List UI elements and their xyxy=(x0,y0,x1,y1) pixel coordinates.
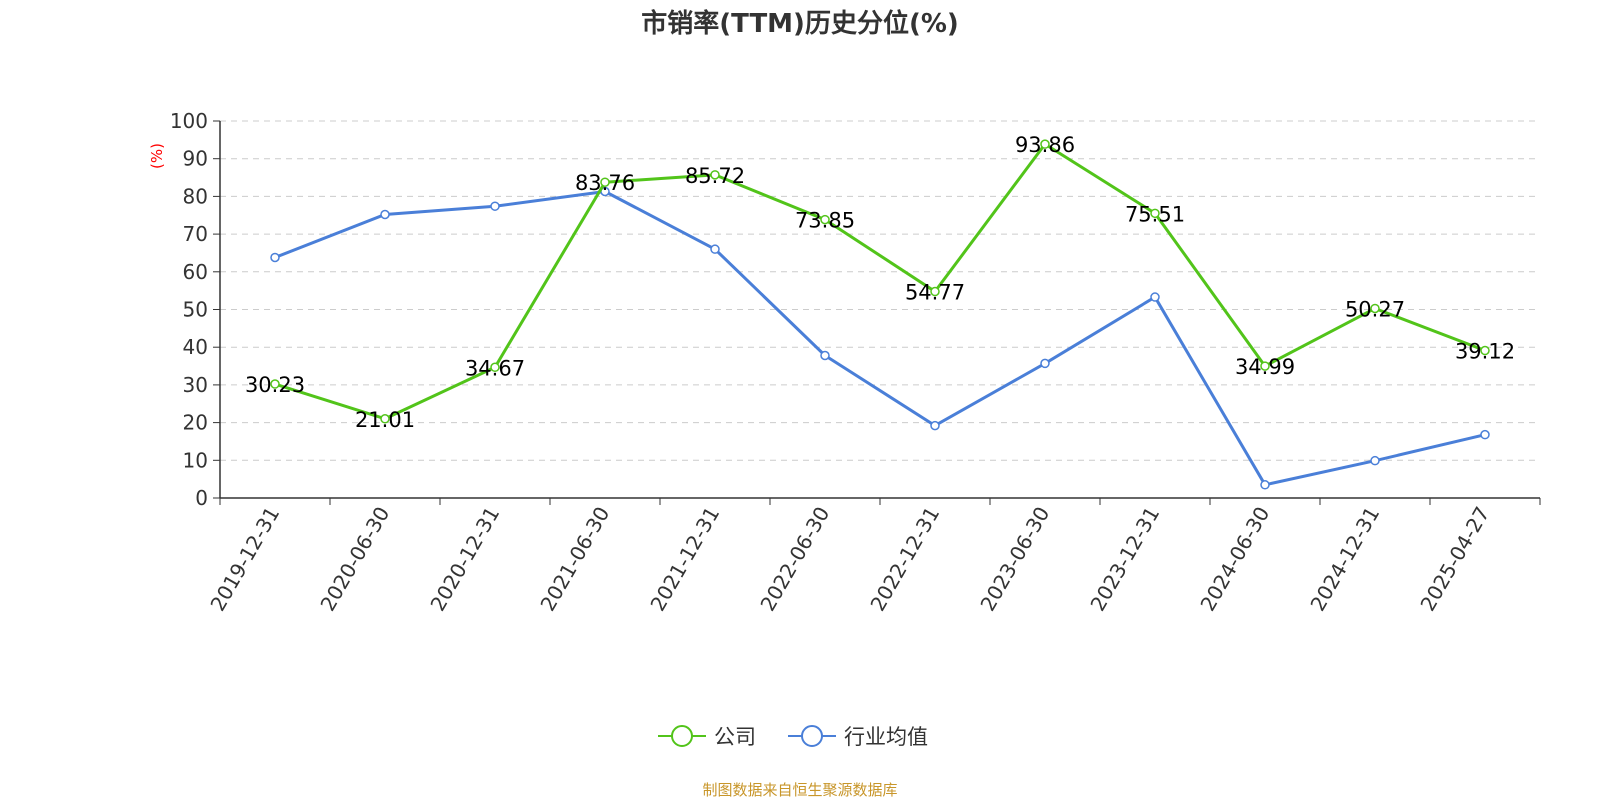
y-tick-label: 0 xyxy=(195,486,208,510)
data-point xyxy=(710,244,720,254)
data-point xyxy=(490,201,500,211)
series-lines xyxy=(270,139,1490,490)
data-point xyxy=(1040,358,1050,369)
x-tick-label: 2021-06-30 xyxy=(535,503,614,616)
data-point xyxy=(1150,292,1160,302)
y-tick-label: 70 xyxy=(183,222,208,246)
x-tick-label: 2022-06-30 xyxy=(755,503,834,616)
data-point xyxy=(1370,303,1380,314)
x-tick-label: 2024-12-31 xyxy=(1305,503,1384,616)
data-label: 30.23 xyxy=(245,373,305,397)
data-point xyxy=(380,414,390,424)
grid-lines xyxy=(220,120,1540,461)
data-label: 34.67 xyxy=(465,356,525,380)
axes: 0 10 20 30 40 50 60 70 80 90 100 2019-12-31 2020-06-… xyxy=(170,109,1541,616)
data-point xyxy=(930,420,940,431)
chart-title: 市销率(TTM)历史分位(%) xyxy=(641,8,959,39)
data-point xyxy=(1260,361,1270,371)
data-label: 93.86 xyxy=(1015,133,1075,157)
data-point xyxy=(1480,429,1490,440)
data-label: 73.85 xyxy=(795,209,855,233)
data-point xyxy=(1150,208,1160,219)
y-tick-label: 80 xyxy=(183,184,208,208)
y-tick-label: 10 xyxy=(183,448,208,472)
x-tick-label: 2019-12-31 xyxy=(205,503,284,616)
data-point xyxy=(1370,455,1380,466)
data-point xyxy=(270,379,280,389)
y-tick-label: 100 xyxy=(170,109,208,133)
x-tick-label: 2024-06-30 xyxy=(1195,503,1274,616)
data-point xyxy=(380,209,390,220)
x-tick-label: 2020-06-30 xyxy=(315,503,394,616)
data-point xyxy=(930,286,940,297)
y-tick-label: 90 xyxy=(183,147,208,171)
x-tick-label: 2023-06-30 xyxy=(975,503,1054,616)
x-tick-label: 2025-04-27 xyxy=(1415,503,1494,616)
x-tick-label: 2021-12-31 xyxy=(645,503,724,616)
data-label: 34.99 xyxy=(1235,355,1295,379)
data-point xyxy=(490,362,500,373)
data-point xyxy=(820,350,830,361)
data-labels: 30.23 21.01 34.67 83.76 85.72 73.85 54.77 93.86… xyxy=(245,133,1515,432)
data-label: 21.01 xyxy=(355,408,415,432)
data-label: 39.12 xyxy=(1455,340,1515,364)
y-tick-label: 50 xyxy=(183,298,208,322)
data-point xyxy=(820,214,830,225)
data-point xyxy=(1040,139,1050,149)
legend-marker xyxy=(671,725,693,747)
legend-label: 公司 xyxy=(714,725,756,749)
y-tick-label: 40 xyxy=(183,335,208,359)
data-label: 50.27 xyxy=(1345,297,1405,321)
data-point xyxy=(600,177,610,187)
data-point xyxy=(270,252,280,263)
y-tick-label: 30 xyxy=(183,373,208,397)
x-tick-label: 2022-12-31 xyxy=(865,503,944,616)
y-tick-label: 20 xyxy=(183,411,208,435)
legend-label: 行业均值 xyxy=(844,725,928,749)
x-tick-label: 2023-12-31 xyxy=(1085,503,1164,616)
series-line-0 xyxy=(274,142,1486,421)
legend: 公司 行业均值 xyxy=(658,725,928,749)
source-note: 制图数据来自恒生聚源数据库 xyxy=(702,781,897,799)
data-label: 83.76 xyxy=(575,171,635,195)
series-line-1 xyxy=(274,189,1486,487)
data-point xyxy=(1480,345,1490,356)
y-tick-label: 60 xyxy=(183,260,208,284)
data-point xyxy=(1260,480,1270,490)
data-label: 54.77 xyxy=(905,281,965,305)
data-point xyxy=(710,170,720,180)
x-tick-label: 2020-12-31 xyxy=(425,503,504,616)
data-label: 85.72 xyxy=(685,164,745,188)
y-axis-unit-label: (%) xyxy=(148,143,166,169)
data-label: 75.51 xyxy=(1125,202,1185,226)
legend-marker xyxy=(801,725,823,747)
